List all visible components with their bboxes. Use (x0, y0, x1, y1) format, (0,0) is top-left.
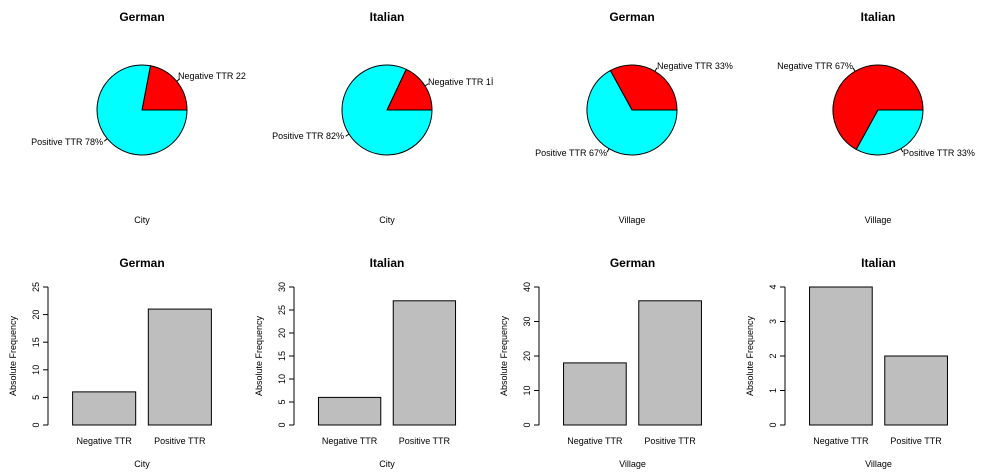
slice-leader-line (176, 78, 181, 82)
slice-leader-line (900, 148, 904, 153)
pie-chart-3: German Negative TTR 33% Positive TTR 67% Vi… (535, 10, 733, 225)
y-tick-label: 40 (522, 282, 532, 292)
bar-chart-1: German 0 5 10 15 20 25 Absolute Frequency Negati… (8, 256, 212, 469)
bar-chart-4: Italian 0 1 2 3 4 Absolute Frequency Negative T… (745, 256, 948, 469)
x-category-label: Negative TTR (76, 436, 132, 446)
x-axis-label: Village (619, 459, 646, 469)
chart-title: German (610, 256, 655, 270)
x-axis-label: Village (865, 215, 892, 225)
chart-title: Italian (370, 256, 405, 270)
slice-leader-line (103, 138, 108, 142)
pie-slice-negative (386, 68, 433, 111)
bar-negative (809, 286, 873, 426)
bar-positive (638, 300, 702, 426)
y-tick-label: 5 (277, 399, 287, 404)
slice-leader-line (345, 133, 350, 137)
bar-negative (317, 396, 382, 426)
y-tick-label: 20 (31, 310, 41, 320)
chart-title: Italian (861, 256, 896, 270)
x-category-label: Positive TTR (890, 436, 942, 446)
y-axis-label: Absolute Frequency (254, 315, 264, 396)
bar-positive (884, 355, 948, 426)
x-category-label: Positive TTR (154, 436, 206, 446)
y-axis-label: Absolute Frequency (499, 315, 509, 396)
y-tick-label: 1 (768, 388, 778, 393)
chart-title: Italian (370, 10, 405, 24)
x-category-label: Negative TTR (567, 436, 623, 446)
x-axis-label: City (134, 459, 150, 469)
slice-label: Positive TTR 78% (31, 137, 103, 147)
bar-positive (392, 300, 457, 426)
y-tick-label: 25 (277, 305, 287, 315)
pie-slice-positive (855, 109, 924, 156)
bar-chart-2: Italian 0 5 10 15 20 25 30 Absolute Frequency Neg… (254, 256, 457, 469)
bar-positive (147, 308, 212, 426)
y-axis-label: Absolute Frequency (8, 315, 18, 396)
chart-title: German (119, 256, 164, 270)
chart-title: Italian (861, 10, 896, 24)
pie-chart-2: Italian Negative TTR 1İ Positive TTR 82% Ci… (272, 10, 493, 225)
pie-chart-1: German Negative TTR 22 Positive TTR 78% Cit… (31, 10, 246, 225)
x-axis-label: Village (865, 459, 892, 469)
y-tick-label: 5 (31, 395, 41, 400)
x-category-label: Positive TTR (644, 436, 696, 446)
pie-slice-positive (586, 69, 678, 156)
x-axis-label: City (379, 459, 395, 469)
y-tick-label: 15 (31, 337, 41, 347)
y-tick-label: 0 (31, 422, 41, 427)
slice-leader-line (654, 67, 658, 72)
bar-negative (72, 391, 137, 426)
bar-negative (563, 362, 627, 426)
pie-slice-negative (141, 65, 188, 111)
x-axis-label: Village (619, 215, 646, 225)
slice-label: Negative TTR 67% (777, 61, 853, 71)
y-tick-label: 30 (522, 316, 532, 326)
slice-label: Positive TTR 67% (535, 148, 607, 158)
chart-title: German (119, 10, 164, 24)
y-tick-label: 2 (768, 353, 778, 358)
y-tick-label: 15 (277, 351, 287, 361)
y-axis-label: Absolute Frequency (745, 315, 755, 396)
y-tick-label: 0 (768, 422, 778, 427)
y-tick-label: 10 (277, 374, 287, 384)
y-tick-label: 3 (768, 319, 778, 324)
slice-leader-line (606, 148, 610, 153)
y-tick-label: 20 (277, 328, 287, 338)
y-tick-label: 0 (277, 422, 287, 427)
bar-chart-3: German 0 10 20 30 40 Absolute Frequency Negativ… (499, 256, 702, 469)
y-tick-label: 4 (768, 284, 778, 289)
x-category-label: Positive TTR (399, 436, 451, 446)
y-tick-label: 30 (277, 282, 287, 292)
slice-label: Negative TTR 22 (178, 71, 246, 81)
pie-chart-4: Italian Negative TTR 67% Positive TTR 33% V… (777, 10, 975, 225)
pie-slice-negative (609, 64, 678, 111)
slice-leader-line (424, 83, 429, 87)
slice-leader-line (852, 67, 856, 72)
slice-label: Negative TTR 1İ (428, 77, 493, 87)
y-tick-label: 25 (31, 282, 41, 292)
y-tick-label: 10 (31, 365, 41, 375)
slice-label: Positive TTR 33% (903, 148, 975, 158)
x-axis-label: City (379, 215, 395, 225)
y-tick-label: 10 (522, 385, 532, 395)
y-tick-label: 0 (522, 422, 532, 427)
pie-slice-negative (832, 64, 924, 151)
x-category-label: Negative TTR (322, 436, 378, 446)
x-axis-label: City (134, 215, 150, 225)
chart-title: German (609, 10, 654, 24)
slice-label: Positive TTR 82% (272, 131, 344, 141)
x-category-label: Negative TTR (813, 436, 869, 446)
slice-label: Negative TTR 33% (657, 61, 733, 71)
y-tick-label: 20 (522, 351, 532, 361)
